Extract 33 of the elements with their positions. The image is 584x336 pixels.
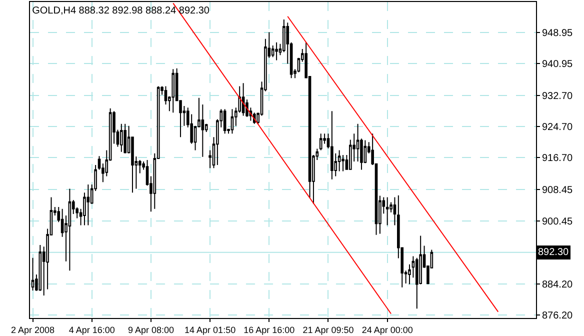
y-tick-label: 916.70 bbox=[542, 153, 574, 164]
candlestick bbox=[242, 82, 245, 116]
candlestick bbox=[330, 110, 334, 180]
candlestick bbox=[393, 196, 396, 226]
candlestick bbox=[319, 133, 322, 151]
candlestick bbox=[86, 184, 90, 226]
candlestick bbox=[223, 108, 226, 134]
candlestick bbox=[120, 123, 123, 152]
y-tick-label: 932.70 bbox=[542, 91, 574, 102]
candlestick bbox=[124, 123, 127, 154]
chart-title: GOLD,H4 888.32 892.98 888.24 892.30 bbox=[32, 6, 210, 16]
x-tick-label: 16 Apr 16:00 bbox=[244, 324, 295, 335]
candlestick bbox=[172, 68, 175, 114]
candlestick bbox=[275, 42, 278, 61]
candlestick bbox=[342, 154, 344, 172]
x-tick-label: 9 Apr 08:00 bbox=[128, 324, 174, 335]
y-tick-label: 948.95 bbox=[542, 28, 574, 39]
y-tick-label: 940.95 bbox=[542, 59, 574, 70]
y-tick-label: 908.45 bbox=[542, 185, 574, 196]
ref-line-label: 892.30 bbox=[538, 247, 570, 258]
x-tick-label: 21 Apr 09:50 bbox=[302, 324, 354, 335]
y-tick-label: 924.70 bbox=[542, 122, 574, 134]
candlestick bbox=[68, 188, 72, 272]
x-tick-label: 24 Apr 00:00 bbox=[362, 324, 413, 335]
x-tick-label: 14 Apr 01:50 bbox=[184, 324, 236, 335]
y-tick-label: 884.20 bbox=[542, 279, 574, 290]
y-tick-label: 876.20 bbox=[542, 310, 574, 322]
candlestick bbox=[230, 108, 234, 134]
candlestick bbox=[38, 244, 42, 292]
y-tick-label: 900.45 bbox=[542, 216, 574, 228]
candlestick bbox=[386, 196, 389, 226]
x-tick-label: 4 Apr 16:00 bbox=[68, 324, 115, 335]
x-tick-label: 2 Apr 2008 bbox=[10, 324, 55, 335]
